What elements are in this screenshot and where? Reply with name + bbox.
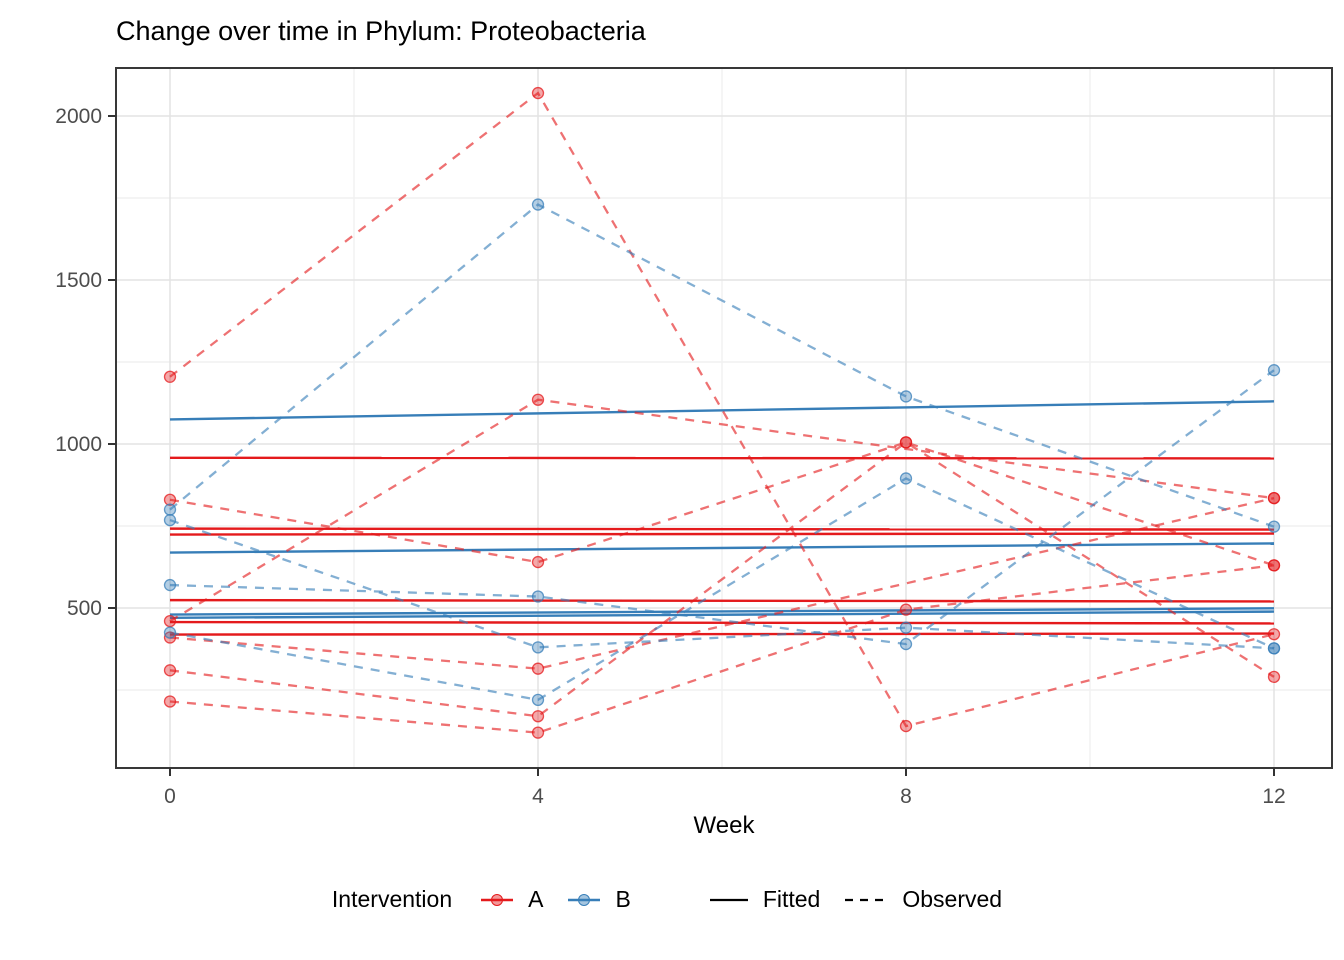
legend-label-fitted: Fitted [762, 886, 821, 912]
observed-line-a4 [169, 496, 1275, 670]
observed-line-a5 [169, 441, 1275, 718]
fitted-line-a4 [169, 598, 1275, 603]
observed-point-b1-w0 [163, 503, 177, 516]
x-tick-label: 12 [1262, 785, 1285, 808]
observed-point-a6-w0 [163, 695, 177, 708]
legend-label-b: B [615, 886, 631, 912]
observed-point-b2-w4 [531, 641, 545, 654]
observed-point-b3-w8 [899, 637, 913, 651]
observed-point-b1-w8 [899, 390, 913, 403]
fitted-line-a2 [169, 527, 1275, 531]
observed-point-a1-w0 [163, 370, 177, 383]
observed-point-a5-w8 [899, 436, 913, 449]
fitted-line-b3 [169, 542, 1275, 554]
fitted-line-b4 [169, 610, 1275, 620]
x-tick-label: 0 [164, 785, 176, 808]
observed-line-a2 [169, 441, 1275, 678]
y-tick-label: 1000 [55, 433, 102, 456]
observed-point-b1-w4 [531, 198, 545, 211]
observed-point-a1-w8 [899, 719, 913, 733]
panel-border [115, 67, 1333, 769]
observed-point-b3-w12 [1267, 364, 1281, 377]
legend-key-b-icon [568, 893, 601, 906]
fitted-line-b1 [169, 400, 1275, 421]
x-axis-title: Week [693, 812, 755, 839]
observed-point-a3-w4 [531, 393, 545, 406]
legend-title: Intervention [331, 886, 453, 912]
x-tick-label: 8 [900, 785, 912, 808]
y-tick-label: 2000 [55, 105, 102, 128]
observed-point-b1-w12 [1267, 520, 1281, 533]
observed-line-b4 [169, 477, 1275, 702]
observed-point-a2-w0 [163, 493, 177, 506]
observed-line-a3 [169, 398, 1275, 623]
observed-point-a1-w12 [1267, 628, 1281, 641]
fitted-line-a3 [169, 532, 1275, 536]
fitted-line-a1 [169, 456, 1275, 460]
legend: Intervention A B Fitted Observed [0, 886, 1344, 913]
observed-point-a5-w0 [163, 664, 177, 677]
observed-point-b3-w4 [531, 590, 545, 603]
observed-point-b3-w0 [163, 578, 177, 592]
observed-point-a3-w0 [163, 614, 177, 628]
legend-key-fitted-icon [709, 898, 748, 901]
observed-line-b2 [169, 519, 1275, 650]
observed-point-a2-w4 [531, 555, 545, 569]
observed-point-a4-w12 [1267, 491, 1281, 505]
fitted-line-a5 [169, 620, 1275, 625]
observed-point-b4-w12 [1267, 642, 1281, 655]
observed-line-a6 [169, 564, 1275, 734]
y-tick-label: 500 [67, 597, 102, 620]
observed-point-a6-w4 [531, 726, 545, 739]
observed-line-b1 [169, 203, 1275, 528]
observed-point-b4-w8 [899, 472, 913, 485]
observed-point-b2-w8 [899, 621, 913, 634]
observed-point-b4-w4 [531, 693, 545, 706]
legend-key-observed-icon [845, 898, 888, 901]
observed-point-a6-w8 [899, 603, 913, 616]
chart-title: Change over time in Phylum: Proteobacter… [116, 16, 646, 46]
legend-label-observed: Observed [902, 886, 1003, 912]
observed-point-a4-w4 [531, 662, 545, 675]
legend-key-a-icon [481, 893, 514, 906]
observed-point-a6-w12 [1267, 559, 1281, 572]
observed-point-b2-w0 [163, 513, 177, 527]
fitted-line-b2 [169, 607, 1275, 616]
observed-point-a2-w12 [1267, 670, 1281, 684]
plot-panel: 500 1000 1500 2000 0 4 8 12 [55, 67, 1333, 808]
fitted-line-a6 [169, 632, 1275, 636]
observed-point-a5-w4 [531, 710, 545, 723]
legend-label-a: A [528, 886, 544, 912]
observed-point-a1-w4 [531, 86, 545, 100]
y-tick-label: 1500 [55, 269, 102, 292]
x-tick-label: 4 [532, 785, 544, 808]
observed-point-b4-w0 [163, 626, 177, 639]
